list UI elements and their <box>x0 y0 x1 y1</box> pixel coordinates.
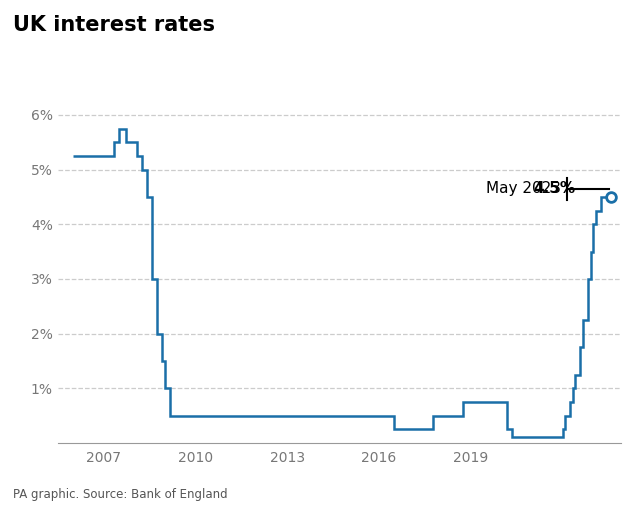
Text: May 2023: May 2023 <box>486 181 566 196</box>
Text: PA graphic. Source: Bank of England: PA graphic. Source: Bank of England <box>13 488 227 501</box>
Text: UK interest rates: UK interest rates <box>13 15 215 35</box>
Text: 4.5%: 4.5% <box>534 181 576 196</box>
